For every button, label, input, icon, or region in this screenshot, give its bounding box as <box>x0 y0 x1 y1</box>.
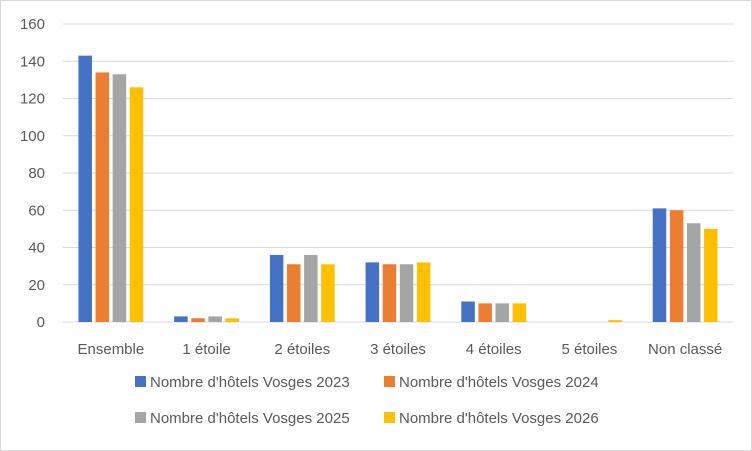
legend-swatch <box>384 376 395 387</box>
y-tick-label: 120 <box>20 91 45 108</box>
legend-swatch <box>384 412 395 423</box>
x-tick-label: Ensemble <box>78 341 145 358</box>
bar <box>478 303 492 322</box>
bar <box>704 228 718 322</box>
x-tick-label: Non classé <box>648 341 722 358</box>
legend-label: Nombre d'hôtels Vosges 2023 <box>150 374 350 391</box>
y-tick-label: 40 <box>28 240 45 257</box>
bar <box>112 74 127 322</box>
bar <box>269 254 284 322</box>
bar <box>608 320 622 322</box>
bar <box>399 264 414 322</box>
x-tick-label: 3 étoiles <box>370 341 426 358</box>
bar <box>652 208 667 322</box>
bar <box>286 264 301 322</box>
bar <box>365 262 380 322</box>
bar <box>129 87 144 322</box>
legend: Nombre d'hôtels Vosges 2023 Nombre d'hôte… <box>135 374 599 427</box>
bar <box>321 264 335 322</box>
y-tick-label: 100 <box>20 128 45 145</box>
bar <box>461 301 475 322</box>
bar <box>686 223 701 322</box>
bar <box>382 264 397 322</box>
x-axis-labels: Ensemble 1 étoile 2 étoiles 3 étoiles 4 étoi… <box>78 341 723 358</box>
y-tick-label: 20 <box>28 277 45 294</box>
legend-swatch <box>135 376 146 387</box>
bar <box>174 316 188 322</box>
bar <box>669 210 684 322</box>
bar <box>304 254 318 322</box>
bar <box>512 303 527 322</box>
x-tick-label: 4 étoiles <box>466 341 522 358</box>
y-tick-label: 0 <box>37 314 45 331</box>
x-tick-label: 2 étoiles <box>274 341 330 358</box>
y-axis-ticks: 0 20 40 60 80 100 120 140 160 <box>20 16 45 331</box>
x-tick-label: 5 étoiles <box>561 341 617 358</box>
legend-swatch <box>135 412 146 423</box>
y-tick-label: 80 <box>28 165 45 182</box>
legend-label: Nombre d'hôtels Vosges 2024 <box>399 374 599 391</box>
legend-label: Nombre d'hôtels Vosges 2025 <box>150 410 350 427</box>
legend-label: Nombre d'hôtels Vosges 2026 <box>399 410 599 427</box>
bar <box>416 262 431 322</box>
bar <box>208 316 222 322</box>
bars <box>78 55 718 322</box>
x-tick-label: 1 étoile <box>182 341 230 358</box>
bar <box>225 318 239 322</box>
bar <box>191 318 205 322</box>
y-tick-label: 160 <box>20 16 45 33</box>
bar <box>95 72 110 322</box>
bar <box>495 303 510 322</box>
gridlines <box>63 23 733 323</box>
y-tick-label: 60 <box>28 202 45 219</box>
y-tick-label: 140 <box>20 53 45 70</box>
bar <box>78 55 92 322</box>
